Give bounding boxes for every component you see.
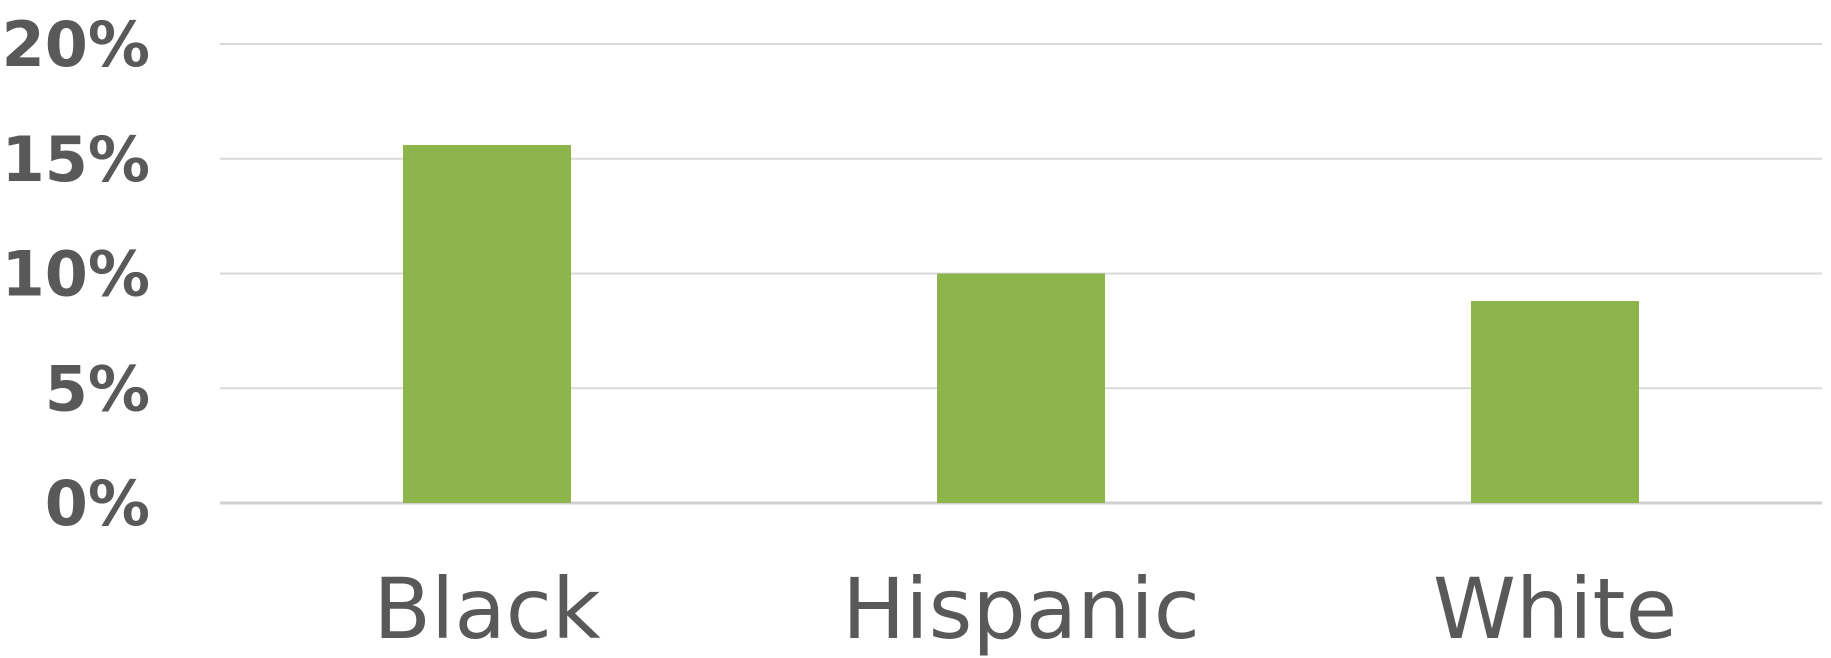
y-tick-label: 20%	[2, 8, 150, 81]
bar-hispanic	[937, 273, 1105, 503]
y-tick-label: 10%	[2, 238, 150, 311]
y-tick-label: 5%	[45, 352, 150, 425]
x-axis-categories: Black Hispanic White	[373, 560, 1677, 658]
y-axis-ticks: 0% 5% 10% 15% 20%	[2, 8, 150, 540]
y-tick-label: 15%	[2, 123, 150, 196]
bars	[403, 144, 1639, 504]
y-tick-label: 0%	[45, 467, 150, 540]
bar-white	[1471, 301, 1639, 503]
bar-black	[403, 144, 571, 504]
category-label-black: Black	[373, 560, 601, 658]
category-label-hispanic: Hispanic	[842, 560, 1200, 658]
category-label-white: White	[1433, 560, 1677, 658]
